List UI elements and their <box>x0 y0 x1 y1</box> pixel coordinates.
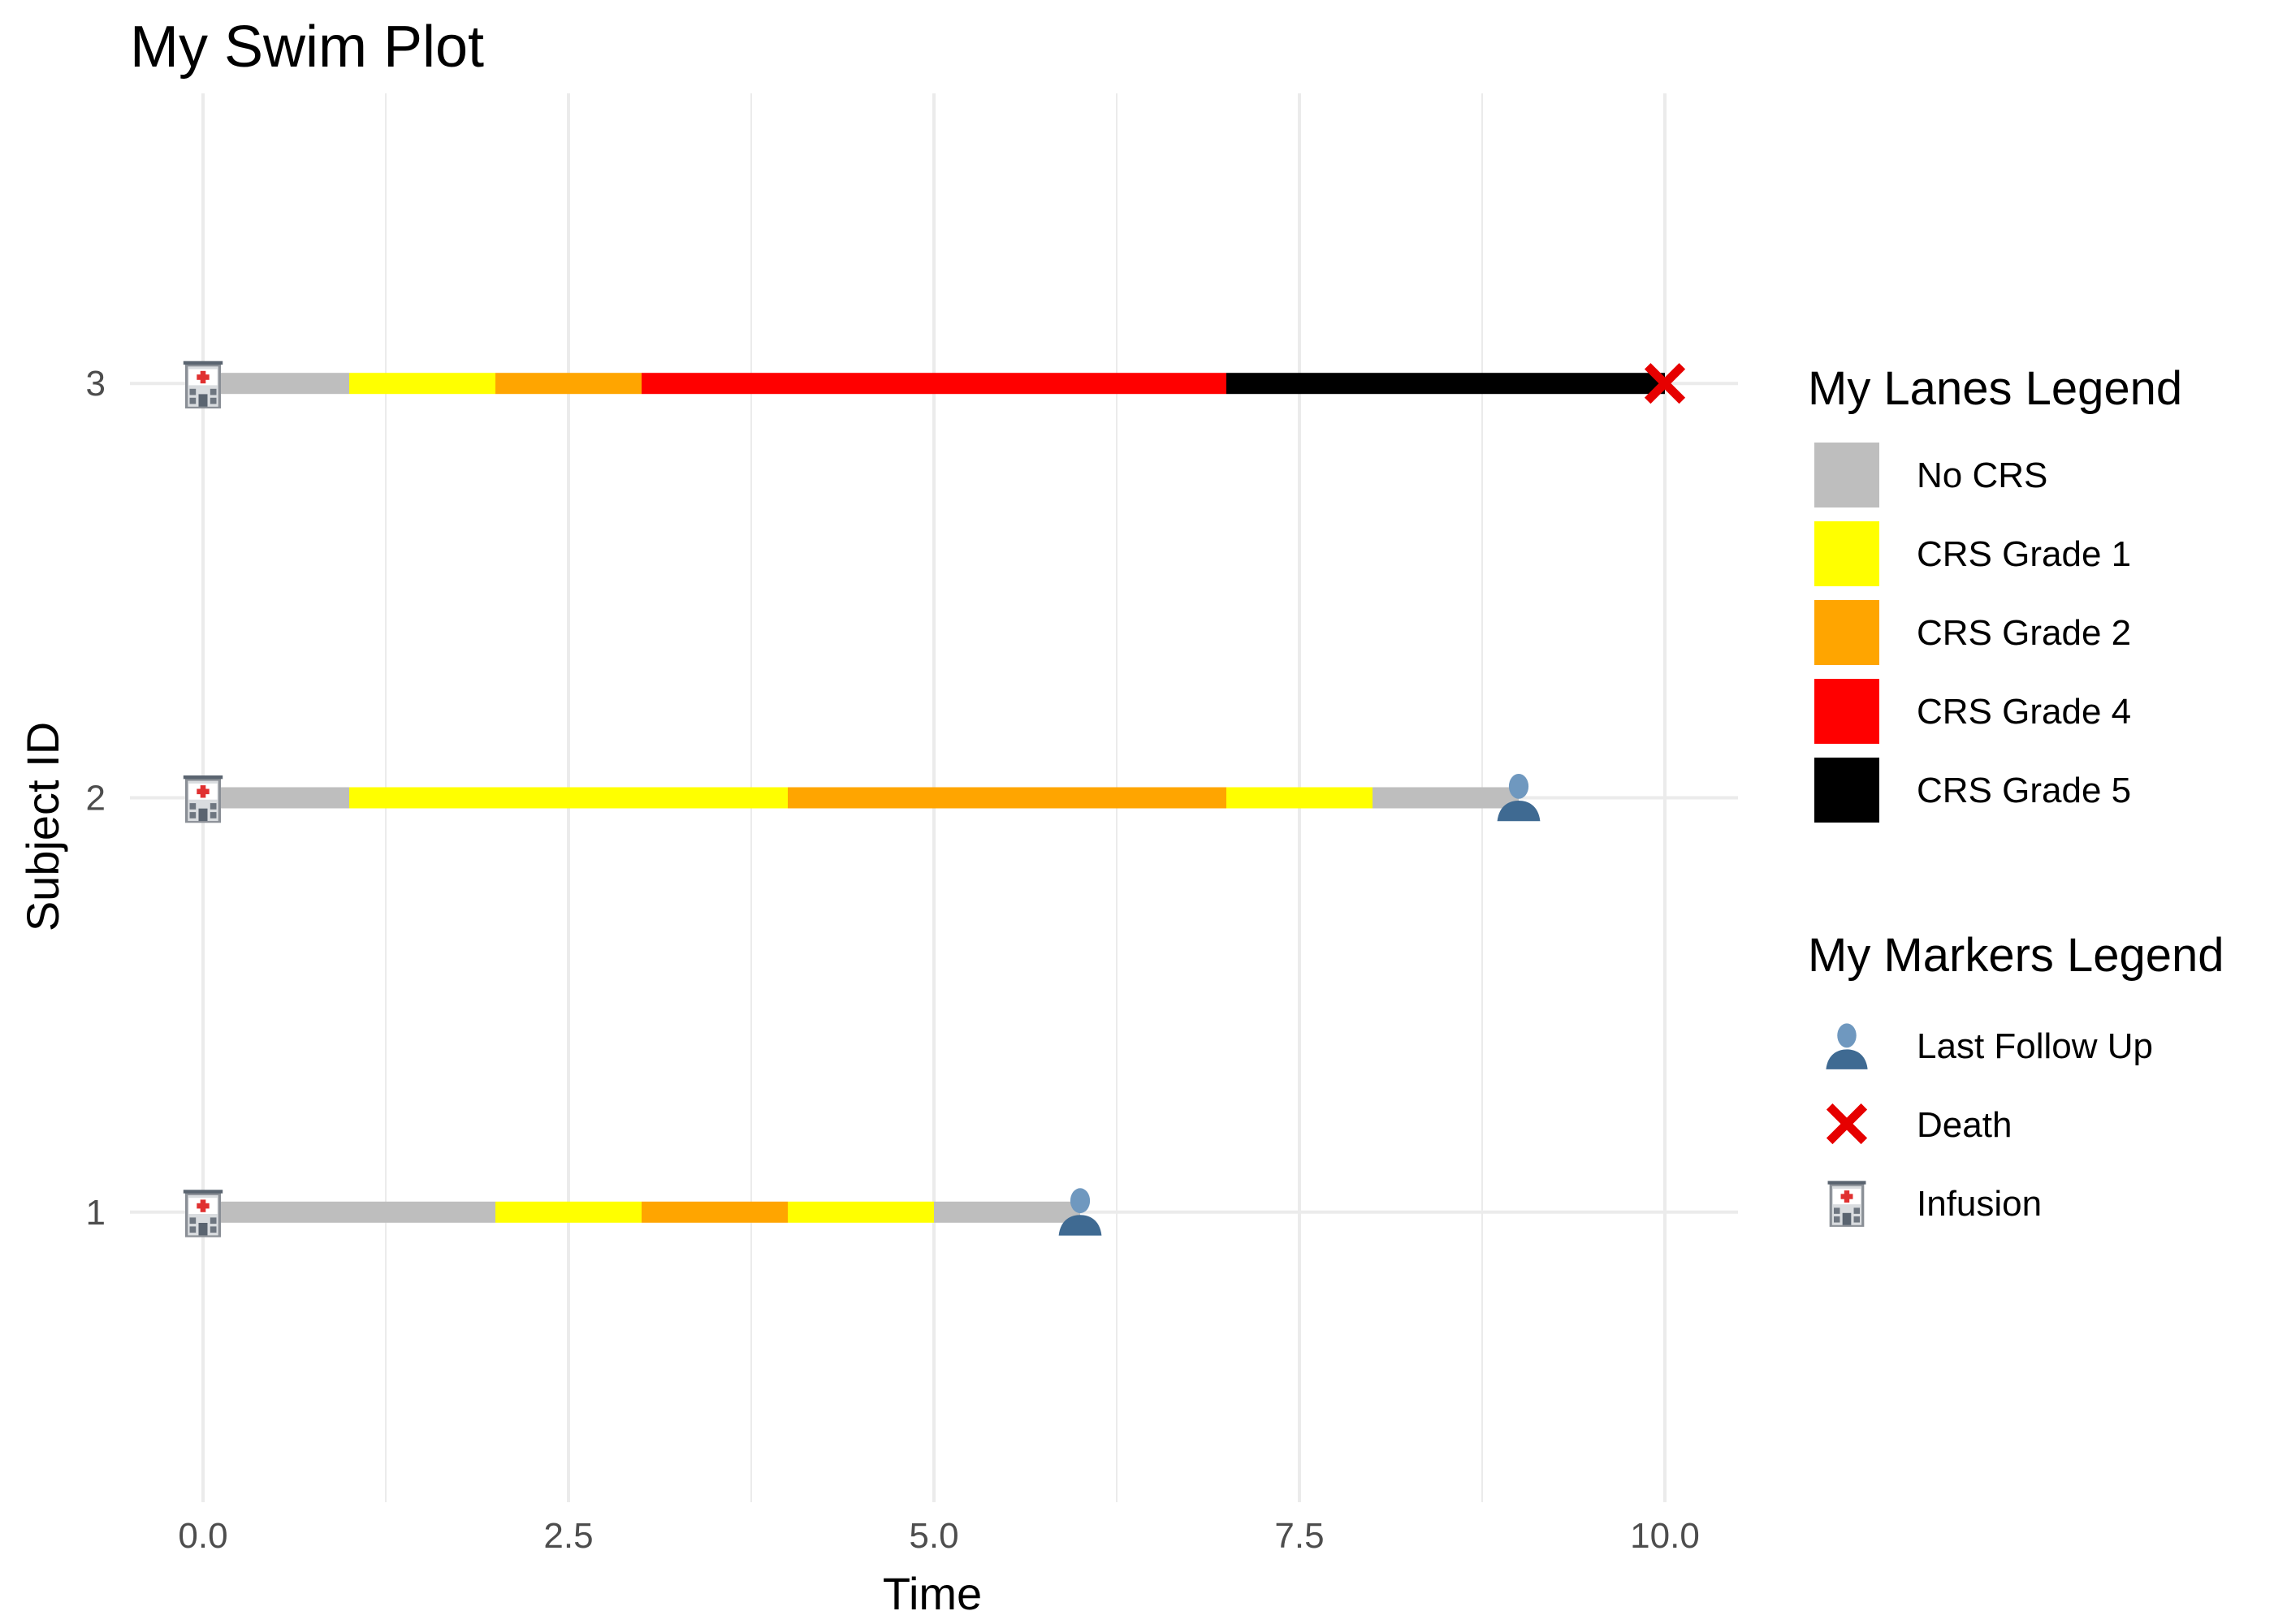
legend-label: CRS Grade 5 <box>1917 771 2131 810</box>
x-tick-label: 0.0 <box>178 1516 227 1556</box>
y-tick-label: 3 <box>86 364 106 404</box>
markers-legend-title: My Markers Legend <box>1808 929 2224 982</box>
legend-person-icon <box>1826 1023 1868 1069</box>
legend-label: CRS Grade 4 <box>1917 692 2131 732</box>
x-axis-title: Time <box>883 1568 982 1619</box>
legend-label: CRS Grade 1 <box>1917 534 2131 574</box>
y-tick-labels: 1 2 3 <box>86 364 106 1233</box>
legend-swatch <box>1814 679 1879 744</box>
lane-segment <box>1373 787 1519 809</box>
legend-hospital-icon <box>1827 1181 1866 1227</box>
lane-segment <box>495 1201 642 1223</box>
legend-label: Infusion <box>1917 1184 2042 1224</box>
lane-segment <box>1226 373 1665 395</box>
legend-cross-icon <box>1830 1107 1865 1142</box>
legend-label: Last Follow Up <box>1917 1026 2153 1066</box>
lane-segment <box>934 1201 1080 1223</box>
y-axis-title: Subject ID <box>17 722 68 931</box>
legend-swatch <box>1814 521 1879 586</box>
legend-swatch <box>1814 600 1879 665</box>
lanes <box>203 373 1665 1223</box>
chart-title: My Swim Plot <box>130 15 484 80</box>
lane-segment <box>349 373 495 395</box>
lane-segment <box>203 1201 495 1223</box>
marker-hospital-icon <box>183 361 223 409</box>
lane-segment <box>788 1201 934 1223</box>
lane-segment <box>1226 787 1373 809</box>
lane-segment <box>788 787 1226 809</box>
x-tick-label: 5.0 <box>909 1516 958 1556</box>
x-tick-labels: 0.0 2.5 5.0 7.5 10.0 <box>178 1516 1699 1556</box>
x-tick-label: 7.5 <box>1274 1516 1324 1556</box>
lane-segment <box>642 373 1226 395</box>
lane-segment <box>495 373 642 395</box>
lane-segment <box>203 373 349 395</box>
lane-segment <box>203 787 349 809</box>
marker-hospital-icon <box>183 1190 223 1237</box>
y-tick-label: 2 <box>86 779 106 818</box>
legend-swatch <box>1814 443 1879 508</box>
markers-legend: My Markers Legend Last Follow Up Death Inf… <box>1808 929 2224 1227</box>
legend-label: Death <box>1917 1105 2012 1145</box>
lane-segment <box>349 787 788 809</box>
marker-hospital-icon <box>183 775 223 823</box>
lanes-legend-title: My Lanes Legend <box>1808 362 2182 415</box>
legend-swatch <box>1814 758 1879 823</box>
legend-label: No CRS <box>1917 456 2047 495</box>
lanes-legend: My Lanes Legend No CRS CRS Grade 1 CRS Gra… <box>1808 362 2182 823</box>
lane-segment <box>642 1201 788 1223</box>
x-tick-label: 2.5 <box>543 1516 593 1556</box>
y-tick-label: 1 <box>86 1193 106 1233</box>
legend-label: CRS Grade 2 <box>1917 613 2131 653</box>
x-tick-label: 10.0 <box>1630 1516 1700 1556</box>
